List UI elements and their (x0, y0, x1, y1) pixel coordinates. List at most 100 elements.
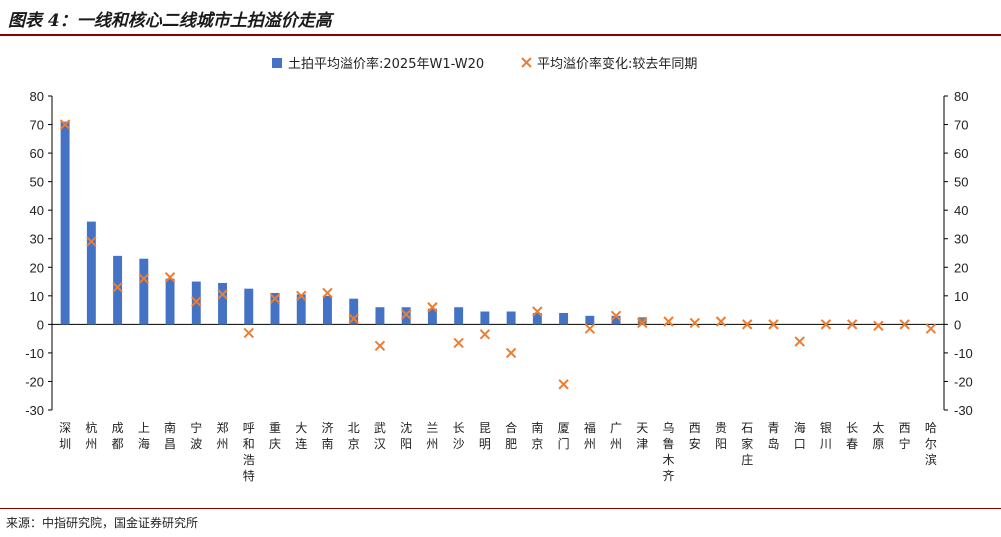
change-marker (505, 347, 517, 359)
x-category-label: 广州 (610, 421, 622, 451)
x-category-label: 北京 (348, 421, 360, 451)
change-marker (322, 287, 333, 299)
y-tick-label-right: 10 (954, 289, 968, 304)
bar (585, 315, 595, 325)
source-note: 来源：中指研究院，国金证券研究所 (6, 516, 199, 530)
y-tick-label-right: 70 (954, 118, 968, 133)
bar (506, 311, 516, 325)
change-marker (637, 317, 648, 329)
x-category-label: 南京 (531, 420, 543, 451)
bar (86, 221, 96, 325)
bar (113, 255, 123, 325)
bar (296, 294, 306, 325)
change-marker (479, 329, 491, 340)
footer-rule (0, 508, 1001, 509)
change-marker (794, 336, 805, 347)
y-tick-label-right: 20 (954, 260, 968, 275)
change-marker (558, 379, 569, 390)
x-category-label: 太原 (872, 420, 884, 451)
change-marker (768, 319, 779, 330)
y-tick-label-right: 80 (954, 89, 968, 104)
x-category-label: 成都 (112, 421, 124, 451)
bar (559, 312, 569, 325)
change-marker (400, 309, 412, 320)
x-category-label: 长春 (846, 421, 858, 451)
x-category-label: 西安 (689, 421, 701, 451)
change-marker (269, 293, 281, 304)
legend-marker-swatch (521, 57, 532, 68)
change-marker (715, 316, 727, 327)
change-marker (453, 337, 464, 349)
change-marker (217, 289, 228, 300)
change-marker (59, 119, 71, 130)
x-category-label: 宁波 (190, 420, 202, 451)
legend-label-marker: 平均溢价率变化:较去年同期 (537, 56, 697, 72)
bar (375, 307, 385, 325)
x-category-label: 天津 (636, 421, 648, 451)
x-category-label: 西宁 (899, 421, 911, 451)
x-category-label: 杭州 (85, 420, 97, 451)
x-category-label: 沈阳 (400, 420, 412, 451)
bar (244, 288, 254, 325)
y-tick-label-right: 50 (954, 175, 968, 190)
x-category-label: 合肥 (505, 420, 517, 451)
y-tick-label-left: 0 (37, 317, 44, 332)
y-tick-label-right: 40 (954, 203, 968, 218)
x-category-label: 济南 (321, 420, 333, 451)
x-category-label: 哈尔滨 (925, 421, 937, 467)
change-marker (374, 340, 386, 351)
title-rule (0, 34, 1001, 36)
x-category-label: 贵阳 (715, 421, 727, 451)
x-category-label: 南昌 (164, 420, 176, 451)
legend-label-bar: 土拍平均溢价率:2025年W1-W20 (288, 56, 484, 72)
x-category-label: 青岛 (767, 421, 779, 451)
y-tick-label-left: 50 (30, 175, 44, 190)
y-tick-label-left: -30 (25, 403, 44, 418)
change-marker (191, 296, 202, 307)
x-category-label: 昆明 (479, 421, 491, 451)
x-category-label: 长沙 (453, 421, 465, 451)
x-category-label: 银川 (820, 421, 832, 451)
bar (637, 317, 647, 325)
change-marker (427, 302, 438, 313)
bar (401, 307, 411, 325)
y-tick-label-left: 40 (30, 203, 44, 218)
x-category-label: 乌鲁木齐 (663, 420, 675, 483)
legend: 土拍平均溢价率:2025年W1-W20 平均溢价率变化:较去年同期 (272, 56, 697, 72)
bar (454, 307, 464, 325)
change-marker (742, 319, 753, 330)
legend-bar-swatch (272, 58, 282, 68)
y-tick-label-right: 60 (954, 146, 968, 161)
bar (427, 308, 437, 325)
x-category-label: 重庆 (269, 421, 281, 451)
bar (191, 281, 201, 325)
change-marker (112, 282, 123, 293)
change-marker (532, 306, 543, 317)
change-marker (663, 316, 674, 327)
x-category-label: 武汉 (374, 421, 386, 451)
change-marker (925, 323, 937, 334)
bar (480, 311, 490, 325)
change-marker (296, 290, 307, 302)
bar (165, 278, 175, 325)
bar (139, 258, 149, 325)
bar (611, 315, 621, 325)
x-category-label: 兰州 (426, 421, 438, 451)
x-category-label: 福州 (584, 420, 596, 451)
y-tick-label-left: 30 (30, 232, 44, 247)
change-marker (689, 317, 700, 329)
y-tick-label-right: 30 (954, 232, 968, 247)
change-marker (820, 319, 832, 330)
y-tick-label-right: 0 (954, 317, 961, 332)
change-marker (610, 310, 622, 322)
change-marker (138, 273, 150, 284)
y-tick-label-left: 20 (30, 260, 44, 275)
change-marker (164, 272, 176, 283)
y-tick-label-left: 80 (30, 89, 44, 104)
y-tick-label-left: -10 (25, 346, 44, 361)
y-tick-label-right: -20 (954, 374, 973, 389)
change-marker (899, 319, 910, 330)
y-tick-label-left: -20 (25, 374, 44, 389)
title-bar: 图表 4：一线和核心二线城市土拍溢价走高 (0, 0, 1001, 34)
bar (349, 298, 359, 325)
